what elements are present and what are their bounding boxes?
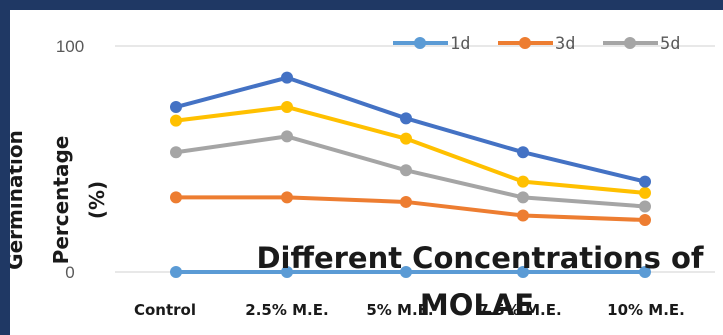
data-point bbox=[639, 214, 651, 227]
data-point bbox=[170, 266, 182, 278]
data-point bbox=[639, 200, 651, 213]
data-point bbox=[400, 132, 412, 145]
x-axis-ticks: Control 2.5% M.E. 5% M.E. 7.5% M.E. 10% M.E. bbox=[134, 301, 685, 319]
data-point bbox=[281, 71, 293, 84]
data-point bbox=[281, 266, 293, 278]
data-point bbox=[170, 146, 182, 159]
data-point bbox=[170, 191, 182, 204]
series-lines bbox=[170, 71, 651, 278]
data-point bbox=[517, 266, 529, 278]
y-tick-label: 100 bbox=[56, 37, 84, 56]
legend: 1d 3d 5d bbox=[393, 34, 680, 54]
data-point bbox=[639, 175, 651, 188]
data-point bbox=[400, 266, 412, 278]
data-point bbox=[639, 186, 651, 199]
data-point bbox=[170, 114, 182, 127]
line-chart: 100 0 Control 2.5% M.E. 5% M.E. 7.5% M.E. 10%… bbox=[10, 34, 715, 322]
legend-label: 1d bbox=[450, 34, 470, 54]
gridlines bbox=[115, 45, 715, 273]
chart-area: 100 0 Control 2.5% M.E. 5% M.E. 7.5% M.E. 10%… bbox=[10, 10, 723, 335]
data-point bbox=[400, 195, 412, 208]
x-axis-title: Different Concentrations of bbox=[256, 241, 703, 275]
data-point bbox=[400, 164, 412, 177]
data-point bbox=[281, 191, 293, 204]
series-line bbox=[175, 75, 646, 184]
x-tick-label: Control bbox=[134, 301, 196, 319]
y-axis-title: (%) bbox=[85, 181, 109, 219]
y-axis-title: Germination bbox=[10, 130, 27, 270]
legend-label: 5d bbox=[660, 34, 680, 54]
data-point bbox=[517, 191, 529, 204]
data-point bbox=[281, 130, 293, 143]
data-point bbox=[517, 175, 529, 188]
y-axis-title: Percentage bbox=[49, 136, 73, 265]
data-point bbox=[281, 101, 293, 114]
y-tick-label: 0 bbox=[65, 263, 74, 282]
data-point bbox=[639, 266, 651, 278]
x-tick-label: 5% M.E. bbox=[366, 301, 433, 319]
y-axis-ticks: 100 0 bbox=[56, 37, 84, 282]
legend-marker bbox=[414, 37, 426, 49]
legend-label: 3d bbox=[555, 34, 575, 54]
data-point bbox=[170, 101, 182, 114]
data-point bbox=[517, 209, 529, 222]
legend-marker bbox=[624, 37, 636, 49]
x-axis-title: MOLAE bbox=[420, 288, 534, 322]
axis-labels: Germination Percentage (%) Different Concen… bbox=[10, 130, 704, 322]
x-tick-label: 2.5% M.E. bbox=[245, 301, 328, 319]
legend-marker bbox=[519, 37, 531, 49]
data-point bbox=[517, 146, 529, 159]
x-tick-label: 7.5% M.E. bbox=[478, 301, 561, 319]
data-point bbox=[400, 112, 412, 125]
x-tick-label: 10% M.E. bbox=[607, 301, 685, 319]
